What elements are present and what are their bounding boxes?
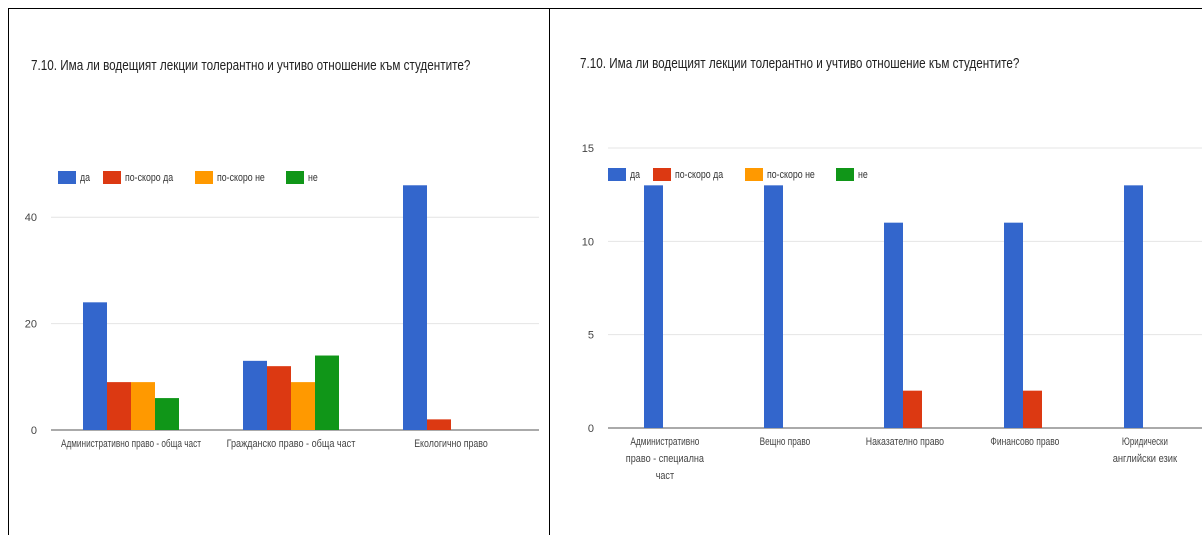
x-tick-label: Екологично право: [414, 438, 488, 450]
bar-chart: 0 20 40 Административно право - обща част Гр…: [25, 185, 539, 450]
legend-swatch: [652, 168, 671, 181]
x-tick-label: право - специална: [626, 453, 705, 465]
legend-label: по-скоро да: [124, 171, 173, 184]
bar-не: [315, 355, 339, 430]
legend-label: не: [858, 168, 869, 181]
bar-да: [83, 302, 107, 430]
x-tick-label: Финансово право: [990, 436, 1059, 448]
y-tick-label: 0: [31, 425, 37, 437]
bar-да: [1124, 185, 1143, 428]
x-tick-label: Наказателно право: [866, 436, 944, 448]
legend-label: да: [80, 171, 91, 184]
chart-panel-left: 7.10. Има ли водещият лекции толерантно …: [9, 9, 549, 535]
legend-swatch: [58, 171, 76, 184]
x-tick-label: Вещно право: [760, 436, 811, 448]
table-top-border: [8, 8, 1202, 9]
bar-да: [884, 222, 903, 428]
bar-по-скоро-не: [291, 382, 315, 430]
bar-по-скоро-да: [427, 419, 451, 430]
bar-chart: 0 5 10 15 Административно право - специална ча…: [582, 143, 1202, 482]
bar-да: [403, 185, 427, 430]
y-tick-label: 20: [25, 319, 37, 331]
legend-item: по-скоро да: [102, 171, 185, 184]
legend-label: по-скоро не: [216, 171, 265, 184]
legend-swatch: [286, 171, 305, 184]
x-tick-label: Административно право - обща част: [61, 438, 201, 450]
bar-да: [243, 360, 267, 430]
legend-label: по-скоро да: [674, 168, 723, 181]
chart-panel-right: 7.10. Има ли водещият лекции толерантно …: [550, 9, 1202, 535]
bar-по-скоро-да: [903, 390, 922, 428]
x-tick-label: Административно: [630, 436, 699, 448]
x-tick-label: английски език: [1113, 453, 1178, 465]
legend-item: да: [58, 171, 93, 184]
legend-label: да: [630, 168, 641, 181]
legend-swatch: [744, 168, 763, 181]
x-tick-label: Юридически: [1122, 436, 1168, 448]
y-tick-label: 10: [582, 236, 594, 248]
legend-swatch: [194, 171, 213, 184]
bar-да: [764, 185, 783, 428]
bar-да: [1004, 222, 1023, 428]
chart-title: 7.10. Има ли водещият лекции толерантно …: [31, 57, 471, 74]
y-tick-label: 40: [25, 212, 37, 224]
legend-label: по-скоро не: [766, 168, 815, 181]
table-middle-border: [549, 8, 550, 535]
legend-item: не: [286, 171, 320, 184]
legend-swatch: [102, 171, 121, 184]
legend-item: не: [836, 168, 870, 181]
bar-да: [644, 185, 663, 428]
bar-по-скоро-не: [131, 382, 155, 430]
bar-по-скоро-да: [107, 382, 131, 430]
y-tick-label: 5: [588, 330, 594, 342]
table-left-border: [8, 8, 9, 535]
chart-legend: да по-скоро да по-скоро не не: [58, 171, 321, 184]
legend-item: да: [608, 168, 643, 181]
bar-по-скоро-да: [267, 366, 291, 430]
legend-swatch: [836, 168, 855, 181]
chart-legend: да по-скоро да по-скоро не не: [608, 168, 871, 181]
x-tick-label: част: [656, 470, 674, 482]
y-tick-label: 0: [588, 423, 594, 435]
y-tick-label: 15: [582, 143, 594, 155]
legend-swatch: [608, 168, 626, 181]
legend-item: по-скоро да: [652, 168, 735, 181]
legend-item: по-скоро не: [744, 168, 827, 181]
bar-не: [155, 398, 179, 430]
legend-item: по-скоро не: [194, 171, 277, 184]
chart-title: 7.10. Има ли водещият лекции толерантно …: [580, 55, 1020, 72]
legend-label: не: [308, 171, 319, 184]
x-tick-label: Гражданско право - обща част: [227, 438, 356, 450]
bar-по-скоро-да: [1023, 390, 1042, 428]
